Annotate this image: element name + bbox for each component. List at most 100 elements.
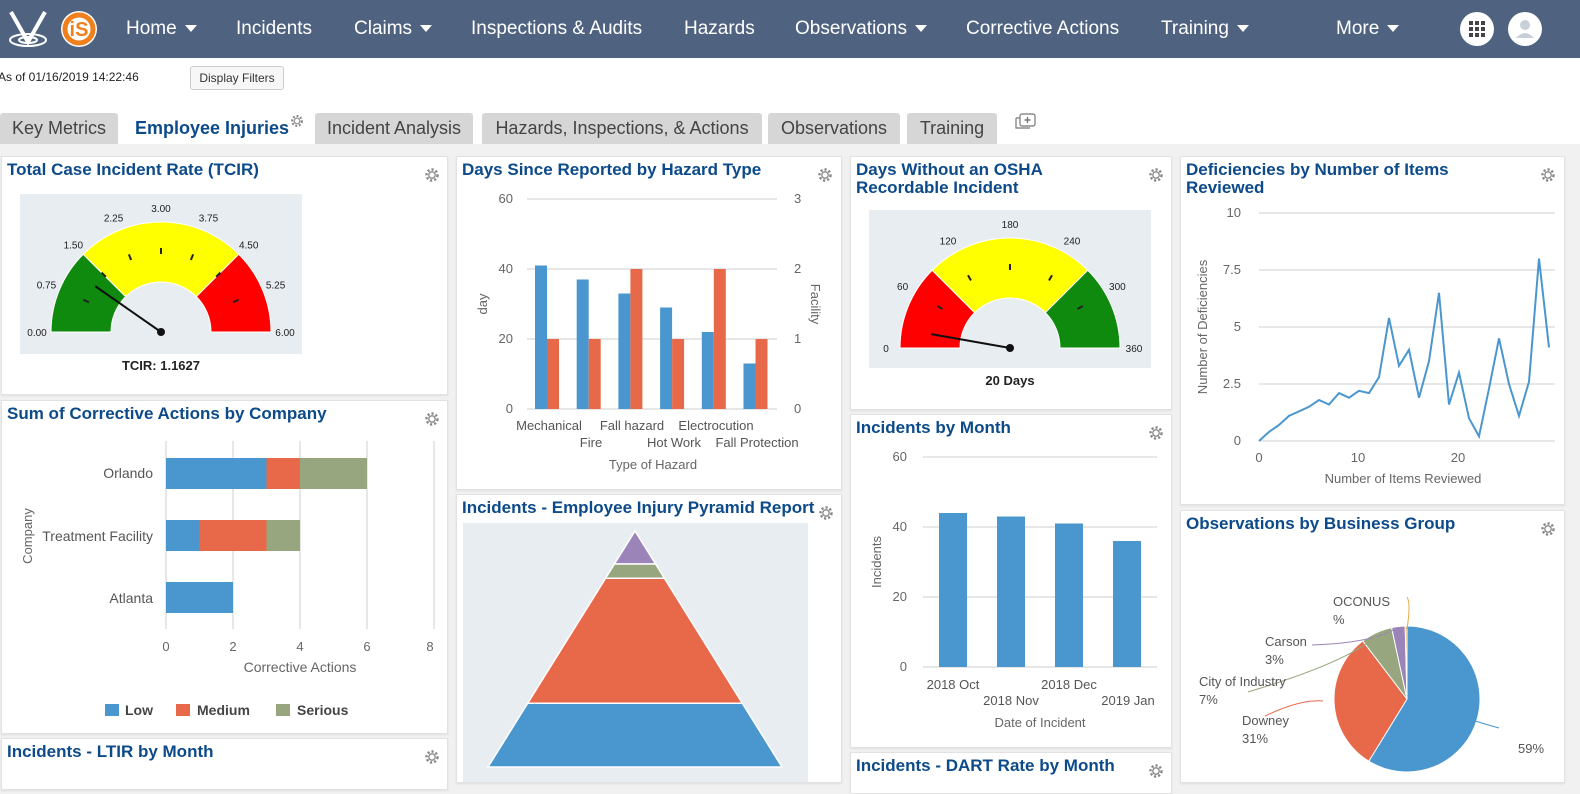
svg-text:iS: iS <box>70 19 89 41</box>
category-label: Orlando <box>103 465 153 481</box>
gear-icon[interactable] <box>1147 762 1165 780</box>
pie-label-oconus: OCONUS <box>1333 594 1390 609</box>
nav-training[interactable]: Training <box>1161 0 1249 58</box>
gauge-tick-label: 240 <box>1064 237 1081 248</box>
corrective-bar-serious[interactable] <box>300 458 367 489</box>
v-logo-icon[interactable] <box>6 8 50 50</box>
user-avatar-button[interactable] <box>1508 12 1542 46</box>
tab-hazards-inspections-actions[interactable]: Hazards, Inspections, & Actions <box>482 113 762 144</box>
tab-observations[interactable]: Observations <box>768 113 900 144</box>
nav-hazards[interactable]: Hazards <box>684 18 755 39</box>
corrective-bar-medium[interactable] <box>199 520 267 551</box>
gear-icon[interactable] <box>1539 520 1557 538</box>
nav-inspections[interactable]: Inspections & Audits <box>471 18 643 39</box>
corrective-bar-serious[interactable] <box>266 520 301 551</box>
legend-swatch-low <box>105 704 119 716</box>
x-tick: 2 <box>229 639 236 654</box>
legend-low[interactable]: Low <box>125 702 153 718</box>
nav-observations[interactable]: Observations <box>795 0 927 58</box>
tab-employee-injuries[interactable]: Employee Injuries <box>126 113 312 144</box>
card-title: Days Without an OSHA Recordable Incident <box>856 160 1043 197</box>
pyramid-layer[interactable] <box>486 702 784 768</box>
x-tick: 2019 Jan <box>1101 693 1155 708</box>
gauge-tick-label: 120 <box>940 237 957 248</box>
card-title: Incidents - DART Rate by Month <box>856 756 1115 775</box>
x-tick: 6 <box>363 639 370 654</box>
hazard-day-bar[interactable] <box>701 332 714 409</box>
tab-incident-analysis[interactable]: Incident Analysis <box>315 113 473 144</box>
y-tick: 7.5 <box>1223 262 1241 277</box>
y-axis-label: Incidents <box>869 535 884 588</box>
hazard-day-bar[interactable] <box>660 307 673 410</box>
hazard-facility-bar[interactable] <box>547 339 559 409</box>
x-tick: 8 <box>426 639 433 654</box>
is-logo-icon[interactable]: iS <box>58 8 100 50</box>
hazard-facility-bar[interactable] <box>588 339 601 409</box>
x-tick: 0 <box>162 639 169 654</box>
pyramid-layer[interactable] <box>604 563 666 579</box>
nav-claims-label: Claims <box>354 18 413 39</box>
deficiencies-series-line <box>1258 258 1550 442</box>
gauge-tick-mark <box>215 271 222 278</box>
hazard-facility-bar[interactable] <box>713 269 726 409</box>
nav-more[interactable]: More <box>1336 0 1400 58</box>
pie-slice[interactable] <box>1333 640 1408 762</box>
gear-icon[interactable] <box>423 410 441 428</box>
hazard-facility-bar[interactable] <box>672 339 685 409</box>
incidents-month-bar[interactable] <box>997 516 1025 668</box>
gauge-tick-label: 360 <box>1126 344 1143 355</box>
corrective-bar-low[interactable] <box>166 458 267 489</box>
pie-slice[interactable] <box>1368 625 1481 773</box>
hazard-day-bar[interactable] <box>743 363 756 410</box>
gauge-tick-label: 2.25 <box>104 213 124 224</box>
nav-incidents[interactable]: Incidents <box>236 18 313 39</box>
nav-home[interactable]: Home <box>126 0 197 58</box>
legend-serious[interactable]: Serious <box>297 702 349 718</box>
gear-icon[interactable] <box>423 166 441 184</box>
y-tick: 40 <box>893 519 907 534</box>
y-tick: 60 <box>499 191 513 206</box>
tab-training[interactable]: Training <box>907 113 997 144</box>
gear-icon[interactable] <box>817 504 835 522</box>
legend-medium[interactable]: Medium <box>197 702 250 718</box>
display-filters-button[interactable]: Display Filters <box>190 66 284 90</box>
gear-icon[interactable] <box>1147 424 1165 442</box>
gauge-tick-label: 180 <box>1002 220 1019 231</box>
add-tab-icon[interactable] <box>1014 110 1040 132</box>
pie-label-city-of-industry: City of Industry <box>1199 674 1286 689</box>
gear-icon[interactable] <box>1539 166 1557 184</box>
chevron-down-icon <box>1236 25 1249 33</box>
nav-more-label: More <box>1336 18 1380 39</box>
y-tick: 20 <box>893 589 907 604</box>
hazard-day-bar[interactable] <box>576 279 589 410</box>
hazard-day-bar[interactable] <box>618 293 631 410</box>
gear-icon[interactable] <box>423 748 441 766</box>
nav-corrective-actions[interactable]: Corrective Actions <box>966 18 1120 39</box>
y-axis-label: Number of Deficiencies <box>1195 259 1210 394</box>
corrective-bar-medium[interactable] <box>266 458 301 489</box>
gauge-tick-label: 1.50 <box>64 240 84 251</box>
gauge-tick-mark <box>83 298 90 304</box>
corrective-bar-low[interactable] <box>166 520 200 551</box>
incidents-month-bar[interactable] <box>939 513 967 667</box>
corrective-bar-low[interactable] <box>166 582 233 613</box>
y-tick: 5 <box>1234 319 1241 334</box>
incidents-month-bar[interactable] <box>1055 523 1083 668</box>
pie-pct-city-of-industry: 7% <box>1199 692 1218 707</box>
x-tick: 4 <box>296 639 303 654</box>
gauge-needle <box>931 333 1011 349</box>
gear-icon[interactable] <box>1147 166 1165 184</box>
gauge-tick-label: 3.75 <box>199 213 219 224</box>
tab-key-metrics[interactable]: Key Metrics <box>0 113 118 144</box>
hazard-facility-bar[interactable] <box>630 269 643 409</box>
nav-claims[interactable]: Claims <box>354 0 433 58</box>
gauge-tick-label: 5.25 <box>266 281 286 292</box>
gear-icon[interactable] <box>816 166 834 184</box>
card-title: Incidents - Employee Injury Pyramid Repo… <box>462 498 815 517</box>
tab-settings-gear-icon[interactable] <box>289 113 305 129</box>
hazard-facility-bar[interactable] <box>755 339 768 409</box>
hazard-day-bar[interactable] <box>535 265 547 410</box>
deficiencies-chart: 10 7.5 5 2.5 0 0 10 20 Number of Deficie… <box>1195 205 1555 486</box>
apps-grid-button[interactable] <box>1460 12 1494 46</box>
incidents-month-bar[interactable] <box>1113 541 1141 667</box>
